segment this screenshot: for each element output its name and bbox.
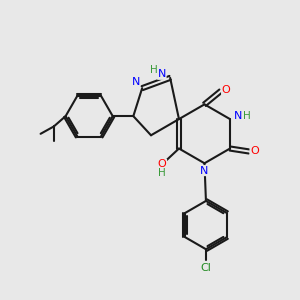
Text: O: O [250,146,259,157]
Text: H: H [150,65,158,76]
Text: N: N [158,69,166,79]
Text: N: N [200,166,209,176]
Text: O: O [222,85,230,94]
Text: Cl: Cl [200,263,211,273]
Text: N: N [234,111,242,121]
Text: N: N [131,77,140,87]
Text: H: H [158,168,166,178]
Text: H: H [243,111,250,121]
Text: O: O [158,159,167,170]
